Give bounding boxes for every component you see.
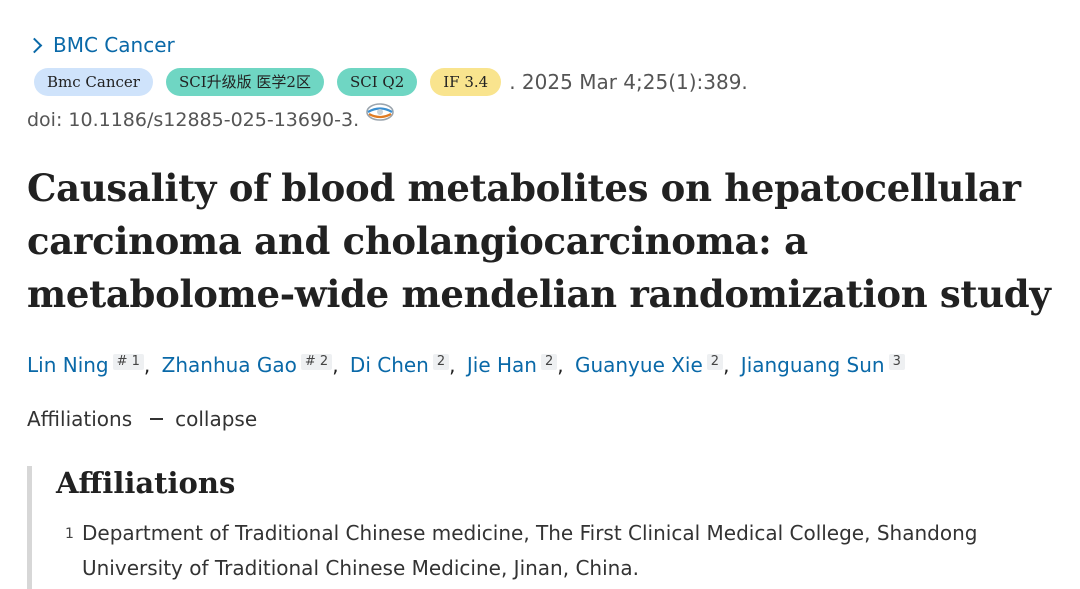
author-affiliation-ref[interactable]: 2	[540, 354, 558, 370]
chevron-right-icon	[26, 37, 43, 53]
author-link[interactable]: Jie Han	[466, 353, 537, 377]
journal-link[interactable]: BMC Cancer	[26, 33, 175, 57]
affiliation-text: Department of Traditional Chinese medici…	[81, 521, 978, 580]
author-link[interactable]: Guanyue Xie	[574, 353, 703, 377]
author-link[interactable]: Lin Ning	[27, 353, 109, 377]
doi-text: doi: 10.1186/s12885-025-13690-3.	[27, 109, 360, 131]
author-link[interactable]: Jianguang Sun	[740, 353, 885, 377]
affiliation-number: 1	[65, 526, 74, 542]
affiliations-toggle[interactable]: Affiliations collapse	[27, 407, 257, 431]
author-link[interactable]: Zhanhua Gao	[161, 353, 297, 377]
collapse-dash-icon	[150, 418, 164, 420]
affiliations-toggle-action: collapse	[175, 407, 258, 431]
affiliation-item: 1 Department of Traditional Chinese medi…	[65, 521, 1035, 586]
journal-badge: Bmc Cancer	[34, 68, 153, 96]
badge-row: Bmc Cancer SCI升级版 医学2区 SCI Q2 IF 3.4 . 2…	[34, 68, 748, 96]
affiliations-toggle-label: Affiliations	[27, 407, 133, 431]
author-affiliation-ref[interactable]: 3	[888, 354, 905, 370]
author-link[interactable]: Di Chen	[349, 353, 429, 377]
author-affiliation-ref[interactable]: 2	[432, 354, 450, 370]
sci-level-badge: SCI升级版 医学2区	[165, 68, 324, 96]
affiliations-panel: Affiliations 1 Department of Traditional…	[27, 466, 1072, 589]
citation-text: . 2025 Mar 4;25(1):389.	[509, 70, 748, 94]
journal-link-label: BMC Cancer	[53, 33, 175, 57]
author-list: Lin Ning # 1, Zhanhua Gao # 2, Di Chen 2, J…	[27, 353, 905, 377]
doi-line: doi: 10.1186/s12885-025-13690-3.	[27, 102, 395, 131]
sci-quartile-badge: SCI Q2	[336, 68, 418, 96]
author-affiliation-ref[interactable]: 2	[706, 354, 724, 370]
impact-factor-badge: IF 3.4	[430, 68, 502, 96]
article-title: Causality of blood metabolites on hepato…	[27, 166, 1051, 316]
author-affiliation-ref[interactable]: # 2	[300, 354, 333, 370]
affiliations-heading: Affiliations	[56, 466, 236, 500]
author-affiliation-ref[interactable]: # 1	[112, 354, 144, 370]
europe-pmc-icon[interactable]	[365, 101, 395, 128]
